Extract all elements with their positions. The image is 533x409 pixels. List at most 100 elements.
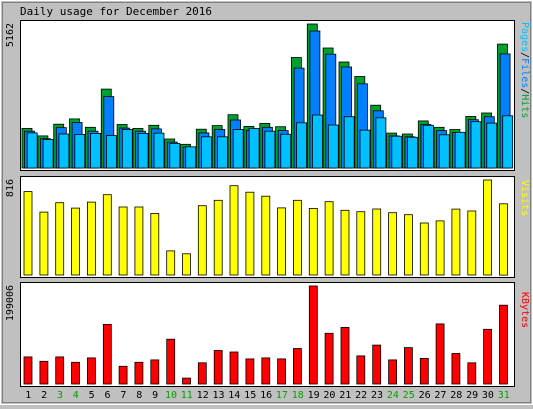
bar-visits-day-17 bbox=[277, 207, 287, 276]
bar-kbytes-day-11 bbox=[182, 377, 191, 385]
bar-pages-day-2 bbox=[42, 139, 54, 169]
bar-pages-day-19 bbox=[312, 114, 323, 169]
bar-pages-day-3 bbox=[58, 133, 70, 169]
bar-pages-day-23 bbox=[375, 117, 387, 169]
x-tick-label-day-19: 19 bbox=[308, 390, 320, 401]
bar-kbytes-day-17 bbox=[277, 358, 287, 385]
x-tick-label-day-6: 6 bbox=[104, 390, 110, 401]
x-tick-label-day-11: 11 bbox=[181, 390, 193, 401]
bar-pages-day-15 bbox=[248, 127, 260, 169]
bar-pages-day-9 bbox=[153, 132, 165, 169]
bar-kbytes-day-2 bbox=[39, 360, 49, 385]
top-ylabel-part: Files bbox=[519, 58, 530, 88]
x-tick-label-day-5: 5 bbox=[89, 390, 95, 401]
bar-kbytes-day-12 bbox=[197, 362, 207, 385]
x-tick-label-day-28: 28 bbox=[450, 390, 462, 401]
x-tick-label-day-10: 10 bbox=[165, 390, 177, 401]
bar-pages-day-22 bbox=[359, 129, 371, 169]
bar-visits-day-27 bbox=[435, 220, 445, 276]
bar-kbytes-day-14 bbox=[229, 351, 239, 385]
x-tick-label-day-9: 9 bbox=[152, 390, 158, 401]
bottom-panel-ymax-label: 199006 bbox=[5, 285, 16, 321]
bar-visits-day-13 bbox=[213, 199, 223, 276]
bar-visits-day-12 bbox=[197, 205, 207, 276]
x-tick-label-day-30: 30 bbox=[482, 390, 494, 401]
x-tick-label-day-15: 15 bbox=[244, 390, 256, 401]
top-ylabel-part: Pages bbox=[519, 22, 530, 52]
bar-kbytes-day-4 bbox=[71, 361, 80, 385]
x-tick-label-day-29: 29 bbox=[466, 390, 478, 401]
bar-pages-day-29 bbox=[470, 121, 482, 169]
bar-visits-day-26 bbox=[419, 222, 429, 276]
bar-kbytes-day-22 bbox=[356, 355, 366, 385]
bar-pages-day-24 bbox=[391, 135, 403, 169]
bar-kbytes-day-20 bbox=[324, 332, 334, 385]
bar-visits-day-22 bbox=[356, 211, 366, 276]
bar-kbytes-day-29 bbox=[467, 362, 477, 385]
bar-kbytes-day-24 bbox=[388, 359, 398, 385]
bar-visits-day-31 bbox=[499, 203, 508, 276]
x-tick-label-day-31: 31 bbox=[498, 390, 510, 401]
bar-visits-day-20 bbox=[324, 201, 334, 276]
bar-visits-day-8 bbox=[134, 206, 144, 276]
bar-kbytes-day-31 bbox=[499, 304, 508, 385]
bar-kbytes-day-25 bbox=[403, 347, 413, 385]
x-tick-label-day-1: 1 bbox=[25, 390, 31, 401]
bar-kbytes-day-26 bbox=[419, 357, 429, 385]
bar-visits-day-15 bbox=[245, 191, 255, 276]
bar-visits-day-9 bbox=[150, 212, 160, 276]
x-tick-label-day-17: 17 bbox=[276, 390, 288, 401]
bar-kbytes-day-21 bbox=[340, 326, 350, 385]
top-ylabel-part: / bbox=[519, 88, 530, 94]
bar-kbytes-day-27 bbox=[435, 323, 445, 385]
x-tick-label-day-26: 26 bbox=[419, 390, 431, 401]
bar-pages-day-1 bbox=[26, 132, 38, 169]
bar-visits-day-6 bbox=[102, 194, 112, 276]
top-panel-ylabel: Pages/Files/Hits bbox=[519, 22, 530, 118]
bar-kbytes-day-19 bbox=[308, 285, 318, 385]
bar-pages-day-10 bbox=[169, 143, 181, 169]
bar-visits-day-2 bbox=[39, 211, 49, 276]
bar-pages-day-6 bbox=[106, 135, 117, 169]
bottom-panel-ylabel: KBytes bbox=[519, 292, 530, 328]
bar-visits-day-16 bbox=[261, 195, 271, 276]
bar-visits-day-14 bbox=[229, 185, 239, 276]
x-tick-label-day-8: 8 bbox=[136, 390, 142, 401]
bar-kbytes-day-23 bbox=[372, 344, 382, 385]
bar-kbytes-day-7 bbox=[118, 365, 128, 385]
bar-visits-day-23 bbox=[372, 208, 382, 276]
x-tick-label-day-13: 13 bbox=[212, 390, 224, 401]
x-tick-label-day-18: 18 bbox=[292, 390, 304, 401]
bar-visits-day-10 bbox=[166, 250, 176, 276]
bar-pages-day-14 bbox=[232, 129, 244, 169]
x-tick-label-day-24: 24 bbox=[387, 390, 399, 401]
bar-pages-day-11 bbox=[185, 146, 197, 169]
bar-kbytes-day-18 bbox=[292, 348, 302, 385]
bar-kbytes-day-15 bbox=[245, 358, 255, 385]
bar-visits-day-19 bbox=[308, 207, 318, 276]
bar-kbytes-day-5 bbox=[87, 357, 96, 385]
bar-visits-day-7 bbox=[118, 206, 128, 276]
x-tick-label-day-7: 7 bbox=[120, 390, 126, 401]
bar-kbytes-day-13 bbox=[213, 350, 223, 385]
bar-kbytes-day-9 bbox=[150, 359, 160, 385]
bar-visits-day-18 bbox=[292, 199, 302, 276]
bar-kbytes-day-8 bbox=[134, 361, 144, 385]
bar-visits-day-11 bbox=[182, 253, 191, 276]
x-tick-label-day-16: 16 bbox=[260, 390, 272, 401]
x-tick-label-day-27: 27 bbox=[434, 390, 446, 401]
x-tick-label-day-25: 25 bbox=[403, 390, 415, 401]
x-tick-label-day-4: 4 bbox=[73, 390, 79, 401]
bar-kbytes-day-16 bbox=[261, 357, 271, 385]
bar-kbytes-day-1 bbox=[23, 356, 33, 385]
bar-pages-day-8 bbox=[137, 132, 149, 169]
bar-pages-day-7 bbox=[121, 129, 133, 169]
bar-visits-day-1 bbox=[23, 191, 33, 276]
bar-visits-day-25 bbox=[403, 214, 413, 276]
bar-visits-day-3 bbox=[55, 202, 65, 276]
bar-visits-day-24 bbox=[388, 212, 398, 276]
bar-pages-day-12 bbox=[201, 136, 212, 169]
bar-pages-day-30 bbox=[486, 122, 498, 169]
bar-visits-day-5 bbox=[87, 201, 96, 276]
